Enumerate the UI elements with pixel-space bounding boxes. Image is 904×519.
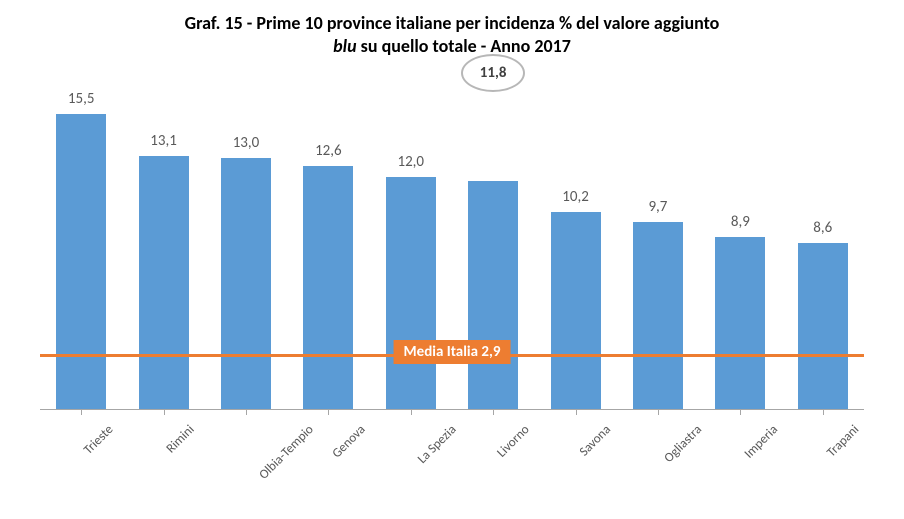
bar-slot: 9,7 (617, 90, 699, 410)
bar-value-label: 12,0 (397, 153, 424, 171)
xlabel-slot: Olbia-Tempio (205, 410, 287, 510)
bar (715, 237, 765, 410)
title-line1: Graf. 15 - Prime 10 province italiane pe… (185, 12, 720, 34)
bar-value-label: 10,2 (562, 188, 589, 206)
x-axis-label: Savona (576, 422, 613, 459)
bar-slot: 13,1 (122, 90, 204, 410)
highlight-oval: 11,8 (461, 54, 525, 92)
axis-tick (576, 409, 577, 415)
xlabel-slot: La Spezia (370, 410, 452, 510)
bar (139, 156, 189, 410)
xlabel-slot: Genova (287, 410, 369, 510)
bar-slot: 15,5 (40, 90, 122, 410)
bar (633, 222, 683, 410)
bar-slot: 12,6 (287, 90, 369, 410)
reference-label-box: Media Italia 2,9 (394, 340, 511, 364)
bar (221, 158, 271, 410)
axis-tick (823, 409, 824, 415)
x-axis-label: Trapani (824, 422, 862, 460)
axis-tick (493, 409, 494, 415)
xlabel-slot: Rimini (122, 410, 204, 510)
bar-value-label: 8,6 (813, 219, 832, 237)
bar-slot: 8,6 (782, 90, 864, 410)
bar-value-label: 15,5 (68, 90, 95, 108)
bar-value-label: 13,0 (233, 134, 260, 152)
axis-tick (740, 409, 741, 415)
xlabel-slot: Savona (534, 410, 616, 510)
axis-tick (328, 409, 329, 415)
xlabel-slot: Trieste (40, 410, 122, 510)
title-line2-rest: su quello totale - Anno 2017 (357, 35, 571, 57)
chart-title: Graf. 15 - Prime 10 province italiane pe… (0, 0, 904, 59)
bar (303, 166, 353, 410)
plot-area: 15,513,113,012,612,011,810,29,78,98,6 Me… (40, 90, 864, 410)
bar-value-label: 12,6 (315, 142, 342, 160)
bar (551, 212, 601, 410)
bar-slot: 8,9 (699, 90, 781, 410)
xlabel-slot: Imperia (699, 410, 781, 510)
bar (798, 243, 848, 410)
bar (386, 177, 436, 410)
bar-slot: 13,0 (205, 90, 287, 410)
x-axis-label: Livorno (494, 422, 532, 460)
xlabel-slot: Trapani (782, 410, 864, 510)
chart-container: Graf. 15 - Prime 10 province italiane pe… (0, 0, 904, 519)
x-axis-label: Trieste (81, 422, 116, 457)
bar-value-label: 8,9 (731, 213, 750, 231)
title-line2-italic: blu (333, 35, 356, 57)
axis-tick (658, 409, 659, 415)
x-axis-label: Rimini (163, 422, 197, 456)
x-axis-label: Imperia (742, 422, 781, 461)
axis-tick (246, 409, 247, 415)
xlabel-slot: Ogliastra (617, 410, 699, 510)
axis-tick (81, 409, 82, 415)
reference-label: Media Italia 2,9 (404, 343, 501, 361)
x-axis-labels: Trieste RiminiOlbia-Tempio GenovaLa Spezia… (40, 410, 864, 510)
bar-value-label: 9,7 (648, 198, 667, 216)
bar-value-label: 13,1 (150, 132, 177, 150)
x-axis-label: Genova (330, 422, 369, 461)
axis-tick (411, 409, 412, 415)
bar-slot: 10,2 (534, 90, 616, 410)
bar (56, 114, 106, 410)
bar (468, 181, 518, 410)
xlabel-slot: Livorno (452, 410, 534, 510)
axis-tick (164, 409, 165, 415)
